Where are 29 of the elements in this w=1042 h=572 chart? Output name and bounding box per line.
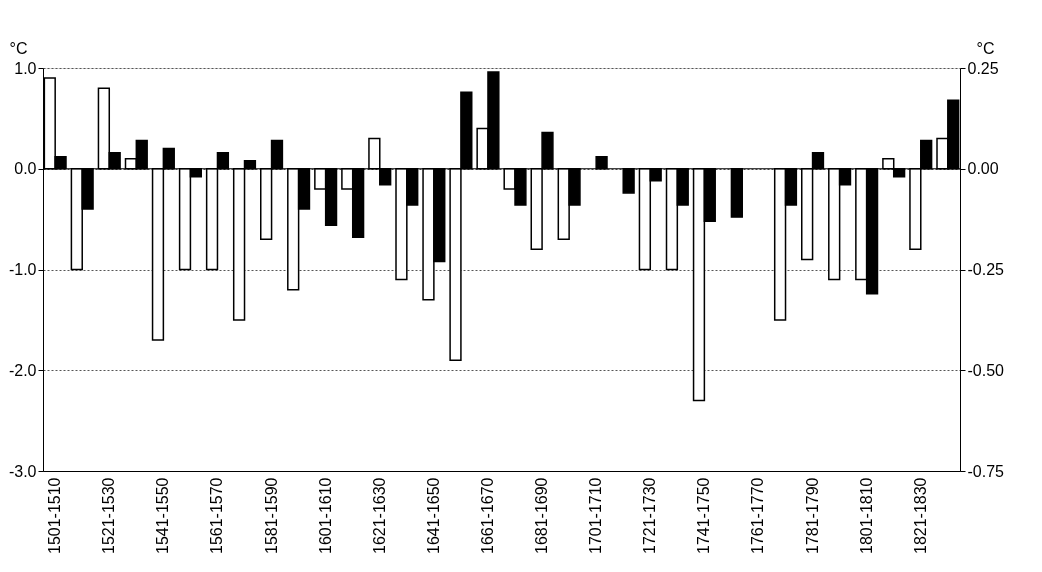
y-tick-label: -1.0 bbox=[8, 261, 37, 278]
y2-tick-label: -0.25 bbox=[967, 261, 1005, 278]
y-tick-label: 0.0 bbox=[14, 160, 37, 178]
x-tick-label: 1601-1610 bbox=[316, 477, 334, 555]
x-tick-label: 1501-1510 bbox=[46, 477, 64, 555]
x-tick-label: 1781-1790 bbox=[803, 477, 821, 555]
x-tick-label: 1641-1650 bbox=[424, 477, 442, 555]
x-tick-label: 1721-1730 bbox=[641, 477, 659, 555]
y2-tick-label: -0.50 bbox=[967, 361, 1005, 379]
x-tick-label: 1541-1550 bbox=[154, 477, 172, 555]
x-tick-label: 1701-1710 bbox=[587, 477, 605, 555]
x-tick-label: 1801-1810 bbox=[857, 477, 875, 555]
x-tick-label: 1681-1690 bbox=[533, 477, 551, 555]
y-tick-label: -2.0 bbox=[8, 361, 37, 379]
y2-axis-title: °C bbox=[976, 39, 995, 57]
y2-tick-label: -0.75 bbox=[967, 462, 1005, 480]
x-tick-label: 1581-1590 bbox=[262, 477, 280, 555]
y-tick-label: -3.0 bbox=[8, 462, 37, 480]
x-tick-label: 1561-1570 bbox=[208, 477, 226, 555]
y2-tick-label: 0.00 bbox=[967, 160, 999, 178]
x-tick-label: 1741-1750 bbox=[695, 477, 713, 555]
x-tick-label: 1661-1670 bbox=[478, 477, 496, 555]
y-tick-label: 1.0 bbox=[14, 59, 37, 77]
y2-tick-label: 0.25 bbox=[967, 59, 999, 77]
y-axis-title: °C bbox=[9, 39, 28, 57]
x-tick-label: 1761-1770 bbox=[749, 477, 767, 555]
x-tick-label: 1621-1630 bbox=[370, 477, 388, 555]
x-tick-label: 1821-1830 bbox=[911, 477, 929, 555]
x-tick-label: 1521-1530 bbox=[100, 477, 118, 555]
